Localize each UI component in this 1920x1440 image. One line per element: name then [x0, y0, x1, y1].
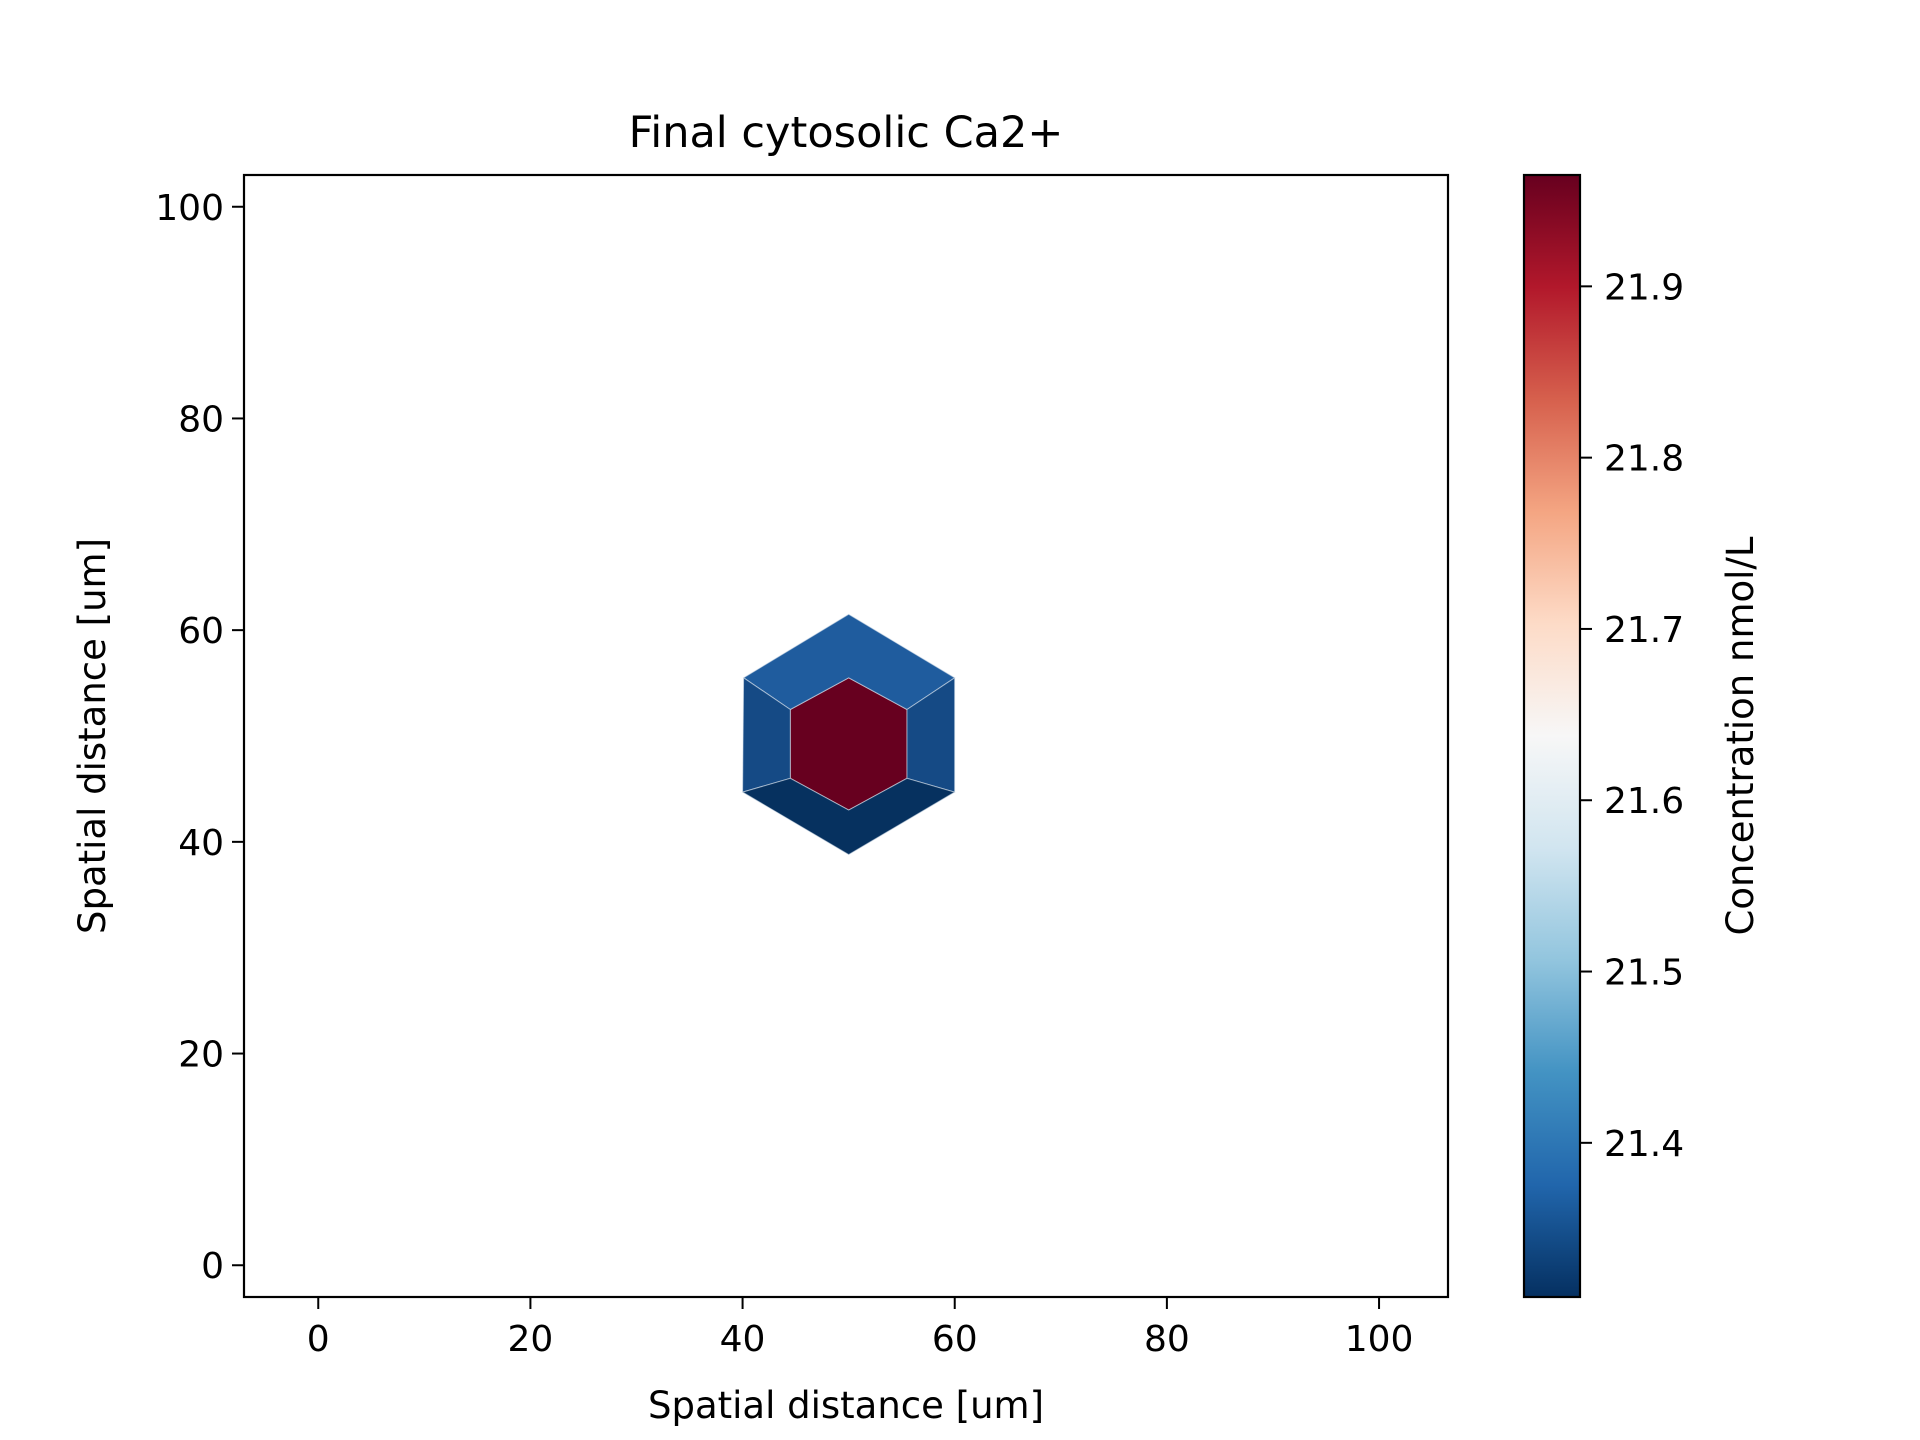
- y-axis-ticks: 0 20 40 60 80 100: [155, 188, 244, 1287]
- x-tick-label: 100: [1345, 1319, 1414, 1360]
- y-tick-label: 60: [178, 611, 224, 652]
- y-tick-label: 40: [178, 823, 224, 864]
- colorbar: 21.4 21.5 21.6 21.7 21.8 21.9: [1522, 173, 1684, 1299]
- y-tick-label: 100: [155, 188, 224, 229]
- colorbar-tick-label: 21.5: [1604, 953, 1684, 994]
- colorbar-tick-label: 21.6: [1604, 781, 1684, 822]
- cell-lower: [741, 777, 956, 856]
- heatmap-cells: [741, 613, 956, 856]
- y-tick-label: 0: [201, 1246, 224, 1287]
- y-tick-label: 20: [178, 1035, 224, 1076]
- plot-frame: [242, 173, 1450, 1299]
- colorbar-tick-label: 21.7: [1604, 610, 1684, 651]
- colorbar-tick-label: 21.4: [1604, 1124, 1684, 1165]
- x-tick-label: 80: [1144, 1319, 1190, 1360]
- colorbar-frame: [1522, 173, 1582, 1299]
- y-axis-label: Spatial distance [um]: [71, 538, 114, 934]
- colorbar-label: Concentration nmol/L: [1719, 536, 1762, 935]
- chart-title: Final cytosolic Ca2+: [629, 108, 1064, 158]
- y-tick-label: 80: [178, 399, 224, 440]
- x-axis-label: Spatial distance [um]: [648, 1384, 1044, 1427]
- plot-area: 0 20 40 60 80 100 0 20 40 60 80 100: [155, 173, 1450, 1360]
- colorbar-ticks: 21.4 21.5 21.6 21.7 21.8 21.9: [1580, 267, 1684, 1165]
- colorbar-fill: [1524, 175, 1580, 1297]
- x-tick-label: 0: [307, 1319, 330, 1360]
- x-axis-ticks: 0 20 40 60 80 100: [307, 1297, 1414, 1360]
- x-tick-label: 40: [720, 1319, 766, 1360]
- x-tick-label: 20: [508, 1319, 554, 1360]
- colorbar-tick-label: 21.9: [1604, 267, 1684, 308]
- x-tick-label: 60: [932, 1319, 978, 1360]
- colorbar-tick-label: 21.8: [1604, 439, 1684, 480]
